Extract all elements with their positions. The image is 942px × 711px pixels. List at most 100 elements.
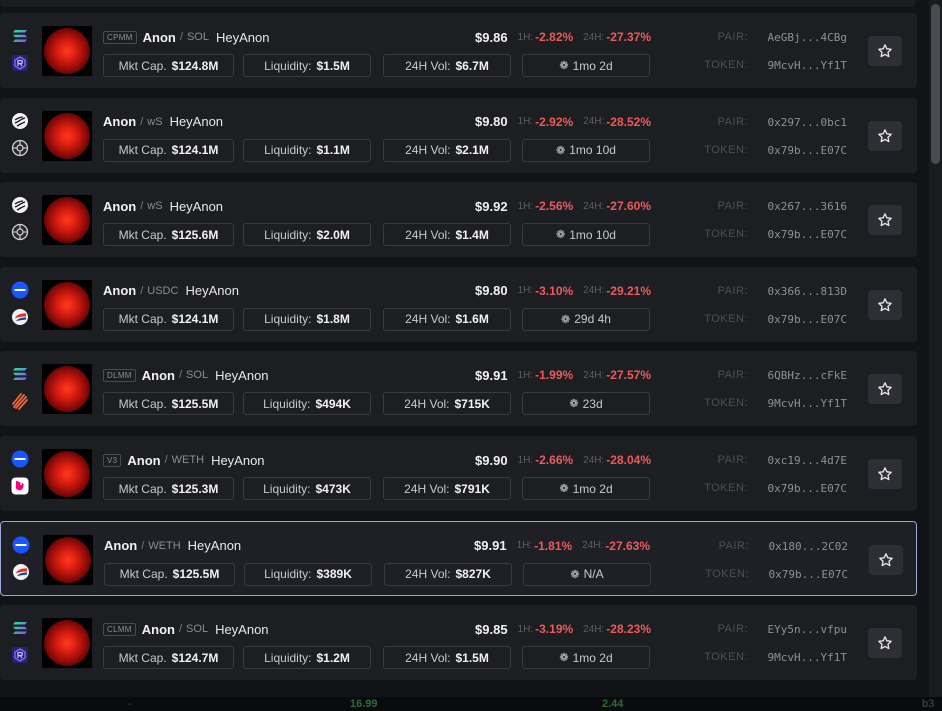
- solana-icon: [11, 619, 29, 637]
- token-logo: [42, 618, 92, 669]
- bottom-value-4: b3: [922, 698, 935, 710]
- volume-24h-stat: 24H Vol: $791K: [383, 477, 511, 500]
- token-address[interactable]: TOKEN: 0x79b...E07C: [700, 228, 850, 242]
- favorite-button[interactable]: [868, 289, 902, 320]
- token-address-value[interactable]: 0x79b...E07C: [767, 482, 847, 495]
- liquidity-value: $1.8M: [316, 312, 350, 327]
- pair-address-value[interactable]: 0x366...813D: [767, 284, 847, 298]
- liquidity-value: $1.5M: [316, 58, 350, 73]
- pair-address[interactable]: PAIR: 6QBHz...cFkE: [700, 369, 850, 383]
- token-address-value[interactable]: 9McvH...Yf1T: [767, 59, 847, 72]
- token-logo-orb: [45, 536, 91, 583]
- pair-address[interactable]: PAIR: 0xc19...4d7E: [700, 454, 850, 468]
- pair-row[interactable]: CLMM Anon / SOL HeyAnon $9.85 1H: -3.19%…: [0, 605, 917, 681]
- token-address-value[interactable]: 0x79b...E07C: [767, 143, 847, 157]
- pair-address[interactable]: PAIR: 0x267...3616: [700, 200, 850, 214]
- sprout-icon: ❁: [559, 483, 569, 495]
- token-address[interactable]: TOKEN: 0x79b...E07C: [700, 313, 850, 327]
- pair-address-value[interactable]: 0x297...0bc1: [767, 115, 847, 129]
- pair-age-value: 29d 4h: [574, 312, 611, 327]
- pair-row[interactable]: Anon / wS HeyAnon $9.80 1H: -2.92% 24H: …: [0, 97, 917, 173]
- token-address[interactable]: TOKEN: 9McvH...Yf1T: [700, 397, 850, 411]
- pair-row[interactable]: CPMM Anon / SOL HeyAnon $9.86 1H: -2.82%…: [0, 13, 917, 88]
- favorite-button[interactable]: [868, 36, 902, 66]
- pair-slash: /: [140, 284, 144, 297]
- token-address-value[interactable]: 0x79b...E07C: [767, 312, 847, 326]
- token-address-value[interactable]: 9McvH...Yf1T: [767, 651, 847, 665]
- pair-row[interactable]: Anon / wS HeyAnon $9.92 1H: -2.56% 24H: …: [0, 182, 917, 258]
- bottom-stats-bar: - 16.99 2.44 b3: [0, 697, 942, 711]
- token-address[interactable]: TOKEN: 0x79b...E07C: [700, 144, 850, 158]
- quote-symbol: wS: [147, 200, 163, 213]
- quote-symbol: WETH: [171, 454, 205, 466]
- pair-title: V3 Anon / WETH HeyAnon: [103, 451, 265, 469]
- change-1h-label: 1H:: [517, 200, 534, 212]
- token-logo-orb: [44, 281, 90, 328]
- market-cap-label: Mkt Cap.: [118, 227, 167, 242]
- pair-address[interactable]: PAIR: AeGBj...4CBg: [700, 31, 850, 45]
- price-box: $9.80 1H: -2.92% 24H: -28.52%: [475, 113, 651, 131]
- change-1h-label: 1H:: [517, 285, 534, 297]
- pair-address[interactable]: PAIR: EYy5n...vfpu: [700, 623, 850, 637]
- volume-label: 24H Vol:: [404, 396, 450, 411]
- change-1h: -2.82%: [535, 30, 574, 44]
- pair-row[interactable]: Anon / USDC HeyAnon $9.80 1H: -3.10% 24H…: [0, 266, 917, 342]
- change-24h: -28.23%: [606, 622, 651, 637]
- favorite-button[interactable]: [868, 459, 902, 489]
- star-icon: [878, 44, 892, 58]
- price-usd: $9.80: [475, 283, 508, 299]
- pair-row[interactable]: Anon / WETH HeyAnon $9.91 1H: -1.81% 24H…: [0, 520, 917, 596]
- pair-address-value[interactable]: 0xc19...4d7E: [767, 454, 847, 467]
- previous-row-edge: [0, 0, 916, 7]
- sprout-icon: ❁: [559, 652, 569, 665]
- pair-title: DLMM Anon / SOL HeyAnon: [103, 366, 269, 384]
- volume-label: 24H Vol:: [405, 650, 451, 665]
- liquidity-label: Liquidity:: [264, 312, 312, 327]
- market-cap-value: $125.5M: [172, 567, 220, 582]
- pair-address[interactable]: PAIR: 0x366...813D: [700, 285, 850, 299]
- token-address-value[interactable]: 0x79b...E07C: [768, 567, 848, 581]
- token-logo: [42, 449, 92, 499]
- volume-value: $1.5M: [455, 650, 489, 665]
- token-address-value[interactable]: 9McvH...Yf1T: [767, 397, 847, 411]
- token-address[interactable]: TOKEN: 9McvH...Yf1T: [700, 59, 850, 73]
- change-24h: -27.60%: [606, 199, 651, 214]
- token-address-value[interactable]: 0x79b...E07C: [767, 228, 847, 242]
- market-cap-stat: Mkt Cap. $124.8M: [103, 54, 234, 77]
- volume-label: 24H Vol:: [404, 481, 450, 496]
- base-icon: [12, 536, 30, 554]
- favorite-button[interactable]: [869, 544, 903, 575]
- token-address[interactable]: TOKEN: 0x79b...E07C: [701, 568, 851, 582]
- pair-slash: /: [179, 31, 183, 43]
- pair-address[interactable]: PAIR: 0x180...2C02: [701, 540, 851, 554]
- token-address[interactable]: TOKEN: 9McvH...Yf1T: [700, 651, 850, 665]
- change-24h-label: 24H:: [583, 31, 605, 43]
- pair-age-stat: ❁ 1mo 10d: [522, 223, 650, 247]
- token-address-label: TOKEN:: [704, 59, 748, 71]
- favorite-button[interactable]: [868, 120, 902, 151]
- scrollbar-thumb[interactable]: [931, 4, 940, 164]
- pair-address-value[interactable]: 0x180...2C02: [768, 539, 848, 553]
- pair-address-value[interactable]: 6QBHz...cFkE: [767, 369, 847, 383]
- token-name: HeyAnon: [185, 283, 239, 299]
- pair-row[interactable]: V3 Anon / WETH HeyAnon $9.90 1H: -2.66% …: [0, 436, 917, 511]
- sprout-icon: ❁: [569, 398, 579, 411]
- favorite-button[interactable]: [868, 374, 902, 405]
- pair-row[interactable]: DLMM Anon / SOL HeyAnon $9.91 1H: -1.99%…: [0, 351, 917, 427]
- pair-address-value[interactable]: EYy5n...vfpu: [767, 623, 847, 637]
- pair-address[interactable]: PAIR: 0x297...0bc1: [700, 116, 850, 130]
- pair-age-stat: ❁ 1mo 2d: [522, 477, 650, 500]
- pair-address-value[interactable]: 0x267...3616: [767, 200, 847, 214]
- scrollbar-track[interactable]: [929, 0, 942, 697]
- liquidity-stat: Liquidity: $1.1M: [243, 138, 371, 162]
- market-cap-value: $125.6M: [171, 227, 219, 242]
- pair-age-value: 23d: [582, 396, 603, 411]
- token-address[interactable]: TOKEN: 0x79b...E07C: [700, 482, 850, 496]
- market-cap-value: $125.3M: [171, 481, 219, 496]
- pair-address-value[interactable]: AeGBj...4CBg: [767, 31, 847, 44]
- star-icon: [878, 297, 892, 311]
- favorite-button[interactable]: [868, 628, 902, 659]
- favorite-button[interactable]: [868, 205, 902, 236]
- price-usd: $9.80: [475, 114, 508, 130]
- price-usd: $9.91: [474, 538, 507, 554]
